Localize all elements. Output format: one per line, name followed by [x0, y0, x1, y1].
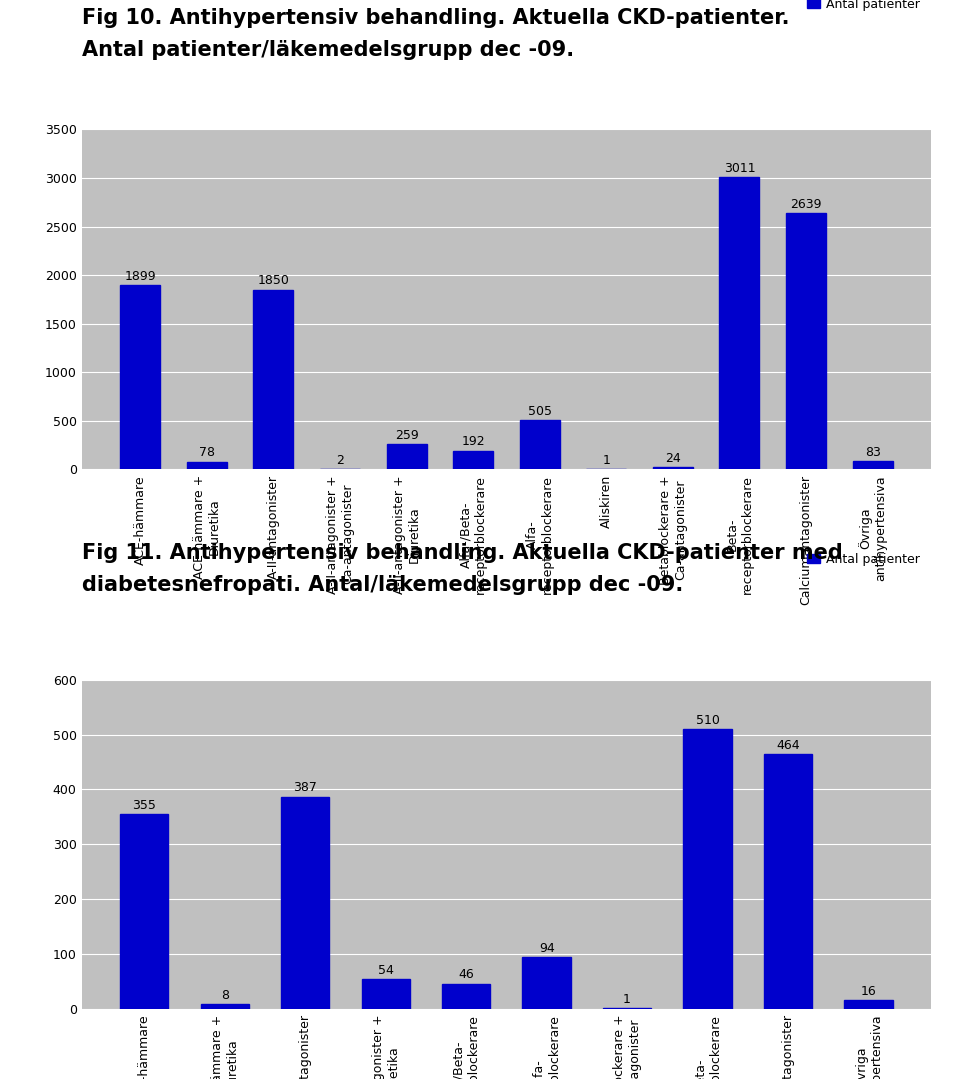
Text: 54: 54 — [378, 964, 394, 978]
Bar — [453, 451, 493, 469]
Text: 505: 505 — [528, 405, 552, 418]
Legend: Antal patienter: Antal patienter — [803, 548, 924, 571]
Text: 259: 259 — [395, 428, 419, 441]
Text: 8: 8 — [221, 989, 228, 1002]
Text: 192: 192 — [462, 435, 485, 448]
Bar — [684, 729, 732, 1009]
Bar — [201, 1005, 249, 1009]
Bar — [253, 290, 294, 469]
Text: 16: 16 — [860, 985, 876, 998]
Bar — [281, 796, 329, 1009]
Text: 2: 2 — [336, 454, 344, 467]
Text: 1: 1 — [623, 993, 631, 1006]
Legend: Antal patienter: Antal patienter — [803, 0, 924, 16]
Text: 1899: 1899 — [125, 270, 156, 283]
Text: Fig 10. Antihypertensiv behandling. Aktuella CKD-patienter.: Fig 10. Antihypertensiv behandling. Aktu… — [82, 8, 789, 28]
Text: 355: 355 — [132, 798, 156, 812]
Text: 24: 24 — [665, 452, 681, 465]
Bar — [120, 815, 169, 1009]
Text: 1850: 1850 — [257, 274, 289, 287]
Bar — [653, 467, 693, 469]
Text: 46: 46 — [458, 969, 474, 982]
Bar — [120, 285, 160, 469]
Bar — [187, 462, 227, 469]
Text: 2639: 2639 — [790, 197, 822, 210]
Bar — [442, 984, 491, 1009]
Text: Fig 11. Antihypertensiv behandling. Aktuella CKD-patienter med: Fig 11. Antihypertensiv behandling. Aktu… — [82, 543, 842, 563]
Text: diabetesnefropati. Antal/läkemedelsgrupp dec -09.: diabetesnefropati. Antal/läkemedelsgrupp… — [82, 575, 683, 596]
Bar — [719, 177, 759, 469]
Text: 78: 78 — [199, 447, 215, 460]
Bar — [852, 462, 893, 469]
Bar — [522, 957, 571, 1009]
Text: 1: 1 — [602, 454, 611, 467]
Text: 83: 83 — [865, 446, 880, 459]
Bar — [519, 421, 560, 469]
Bar — [786, 213, 826, 469]
Text: 94: 94 — [539, 942, 555, 955]
Text: 387: 387 — [294, 781, 317, 794]
Bar — [844, 1000, 893, 1009]
Text: 3011: 3011 — [724, 162, 756, 175]
Text: 464: 464 — [777, 739, 800, 752]
Bar — [764, 754, 812, 1009]
Text: Antal patienter/läkemedelsgrupp dec -09.: Antal patienter/läkemedelsgrupp dec -09. — [82, 40, 574, 60]
Bar — [387, 445, 426, 469]
Bar — [362, 980, 410, 1009]
Text: 510: 510 — [696, 714, 719, 727]
